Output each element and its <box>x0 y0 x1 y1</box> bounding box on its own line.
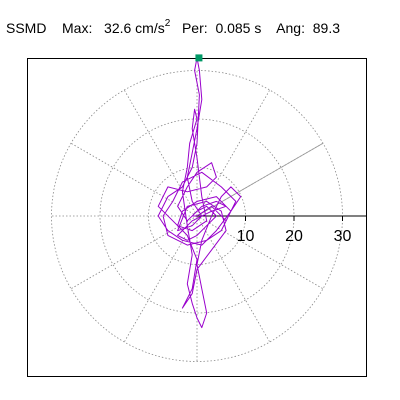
tick-labels: 10 20 30 <box>237 228 352 245</box>
max-value: 32.6 <box>104 20 132 36</box>
tick-label-20: 20 <box>285 228 303 245</box>
grid-spoke-240 <box>123 215 198 343</box>
grid-spoke-210 <box>70 215 198 290</box>
axes <box>196 142 367 221</box>
grid-spoke-330 <box>196 215 324 290</box>
period-label: Per: <box>181 20 208 36</box>
trace-layer <box>157 54 242 329</box>
grid-spoke-60 <box>196 89 271 217</box>
peak-marker <box>195 54 203 62</box>
max-label: Max: <box>62 20 93 36</box>
period-value: 0.085 s <box>215 20 262 36</box>
grid-spoke-300 <box>196 215 271 343</box>
reference-spoke <box>196 142 324 217</box>
orbit-trace <box>157 57 242 329</box>
angle-label: Ang: <box>276 20 305 36</box>
chart-header: SSMD Max: 32.6 cm/s2 Per: 0.085 s Ang: 8… <box>6 18 341 36</box>
tick-label-30: 30 <box>334 228 352 245</box>
grid-spoke-120 <box>123 89 198 217</box>
tick-label-10: 10 <box>237 228 255 245</box>
angle-value: 89.3 <box>312 20 341 36</box>
max-unit: cm/s <box>135 20 165 36</box>
max-unit-exponent: 2 <box>164 18 171 29</box>
station-code: SSMD <box>6 20 47 36</box>
